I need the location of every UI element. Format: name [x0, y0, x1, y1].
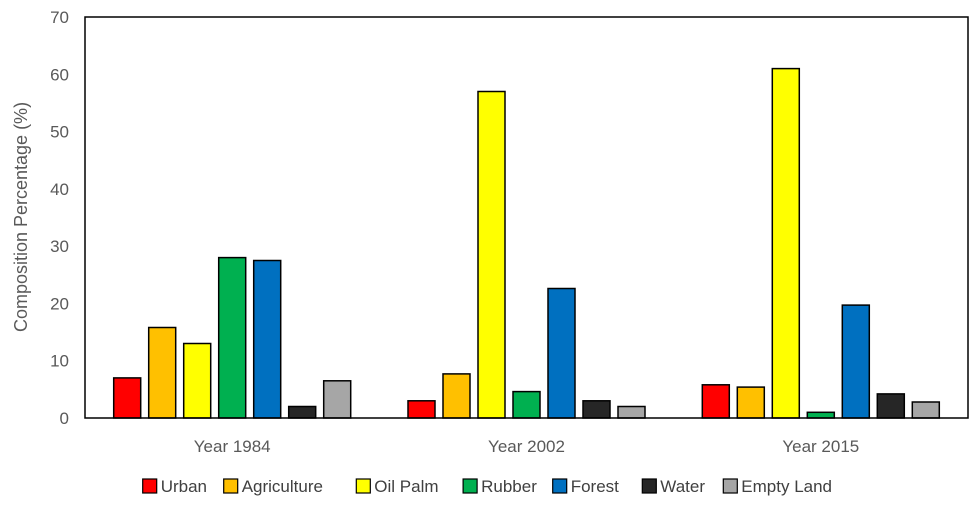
bar-empty-land-0 [322, 380, 352, 419]
x-category-label: Year 2015 [782, 437, 859, 456]
y-tick-label: 20 [50, 294, 69, 313]
legend-swatch-urban [142, 478, 158, 494]
legend-swatch-oil-palm [355, 478, 371, 494]
bar-urban-1 [407, 400, 436, 419]
axes-group [84, 16, 969, 419]
y-tick-label: 30 [50, 237, 69, 256]
legend-label: Forest [571, 477, 619, 496]
bar-oil-palm-2 [771, 67, 801, 419]
legend-label: Empty Land [741, 477, 832, 496]
bar-water-0 [287, 405, 317, 419]
bar-urban-0 [112, 377, 142, 419]
x-category-labels: Year 1984 Year 2002 Year 2015 [194, 437, 859, 456]
legend-label: Agriculture [242, 477, 323, 496]
y-tick-label: 70 [50, 8, 69, 27]
plot-area-border [84, 16, 969, 419]
bars-group [112, 67, 941, 419]
y-tick-label: 40 [50, 180, 69, 199]
bar-agriculture-1 [442, 373, 471, 419]
legend-swatch-agriculture [223, 478, 239, 494]
bar-forest-1 [547, 287, 576, 419]
bar-forest-2 [841, 304, 871, 419]
bar-empty-land-1 [617, 405, 646, 419]
legend: Urban Agriculture Oil Palm Rubber Forest Wate… [142, 477, 832, 496]
y-tick-labels: 0 10 20 30 40 50 60 70 [50, 8, 69, 428]
y-axis-title: Composition Percentage (%) [11, 102, 31, 332]
y-tick-label: 60 [50, 65, 69, 84]
legend-swatch-rubber [462, 478, 478, 494]
y-tick-label: 10 [50, 352, 69, 371]
legend-swatch-empty-land [722, 478, 738, 494]
legend-swatch-water [641, 478, 657, 494]
bar-forest-0 [252, 259, 282, 419]
legend-swatch-forest [552, 478, 568, 494]
y-tick-label: 50 [50, 123, 69, 142]
legend-label: Oil Palm [374, 477, 438, 496]
bar-agriculture-2 [736, 386, 766, 419]
bar-oil-palm-1 [477, 90, 506, 419]
y-tick-label: 0 [60, 409, 69, 428]
bar-rubber-1 [512, 390, 541, 419]
bar-oil-palm-0 [182, 342, 212, 419]
bar-empty-land-2 [911, 401, 941, 419]
bar-agriculture-0 [147, 326, 177, 419]
legend-label: Water [660, 477, 705, 496]
bar-water-2 [876, 393, 906, 419]
bar-rubber-2 [806, 411, 836, 419]
legend-label: Rubber [481, 477, 537, 496]
x-category-label: Year 1984 [194, 437, 271, 456]
bar-rubber-0 [217, 256, 247, 419]
x-category-label: Year 2002 [488, 437, 565, 456]
bar-urban-2 [701, 384, 731, 419]
legend-label: Urban [161, 477, 207, 496]
bar-water-1 [582, 400, 611, 419]
